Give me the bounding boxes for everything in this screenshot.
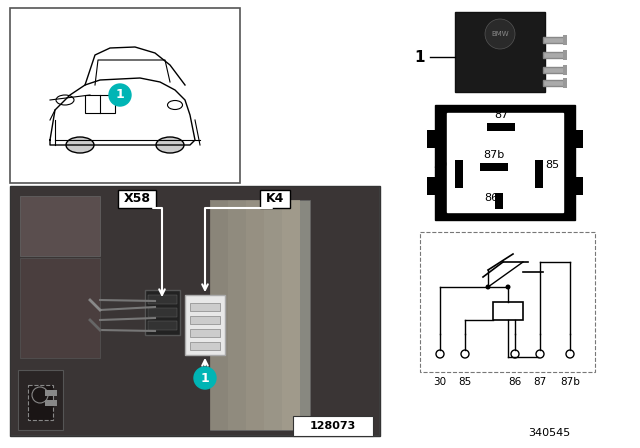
Circle shape: [485, 19, 515, 49]
Bar: [293, 416, 373, 436]
Bar: [480, 163, 508, 171]
Bar: [118, 190, 156, 208]
Text: 340545: 340545: [528, 428, 570, 438]
Bar: [543, 80, 565, 86]
Circle shape: [536, 350, 544, 358]
Ellipse shape: [168, 100, 182, 109]
Bar: [563, 50, 567, 60]
Bar: [282, 200, 300, 430]
Circle shape: [566, 350, 574, 358]
Bar: [190, 342, 220, 350]
Bar: [45, 390, 57, 396]
Bar: [190, 316, 220, 324]
Bar: [455, 12, 545, 92]
Bar: [145, 290, 180, 335]
Bar: [20, 258, 100, 358]
Text: 1: 1: [415, 49, 425, 65]
Text: 128073: 128073: [310, 421, 356, 431]
Bar: [148, 295, 177, 304]
Bar: [447, 113, 563, 212]
Text: 86: 86: [484, 193, 498, 203]
Bar: [543, 52, 565, 58]
Text: 30: 30: [433, 160, 447, 170]
Bar: [455, 160, 463, 188]
Bar: [45, 400, 57, 406]
Bar: [28, 385, 53, 420]
Bar: [190, 329, 220, 337]
Bar: [563, 78, 567, 88]
Bar: [427, 177, 437, 195]
Text: 86: 86: [508, 377, 522, 387]
Ellipse shape: [66, 137, 94, 153]
Text: X58: X58: [124, 193, 150, 206]
Text: 1: 1: [200, 371, 209, 384]
Circle shape: [194, 367, 216, 389]
Bar: [427, 130, 437, 148]
Bar: [493, 302, 523, 320]
Circle shape: [436, 350, 444, 358]
Bar: [563, 65, 567, 75]
Bar: [420, 232, 595, 372]
Text: 1: 1: [116, 89, 124, 102]
Bar: [264, 200, 282, 430]
Bar: [18, 370, 63, 430]
Text: 87: 87: [494, 110, 508, 120]
Text: 30: 30: [433, 377, 447, 387]
Bar: [573, 177, 583, 195]
Bar: [148, 308, 177, 317]
Text: 85: 85: [458, 377, 472, 387]
Bar: [495, 193, 503, 209]
Bar: [11, 187, 379, 435]
Circle shape: [461, 350, 469, 358]
Bar: [210, 200, 310, 430]
Ellipse shape: [56, 95, 74, 105]
Text: 87b: 87b: [560, 377, 580, 387]
Text: 87b: 87b: [483, 150, 504, 160]
Circle shape: [486, 284, 490, 289]
Circle shape: [506, 284, 511, 289]
Bar: [435, 105, 575, 220]
Circle shape: [32, 387, 48, 403]
Bar: [148, 321, 177, 330]
Text: 87: 87: [533, 377, 547, 387]
Bar: [260, 190, 290, 208]
Bar: [228, 200, 246, 430]
Text: K4: K4: [266, 193, 284, 206]
Ellipse shape: [156, 137, 184, 153]
Text: 85: 85: [545, 160, 559, 170]
Circle shape: [511, 350, 519, 358]
Bar: [246, 200, 264, 430]
Bar: [210, 200, 228, 430]
Bar: [190, 303, 220, 311]
Bar: [85, 95, 115, 113]
Bar: [10, 8, 240, 183]
Bar: [543, 37, 565, 43]
Bar: [573, 130, 583, 148]
Bar: [185, 295, 225, 355]
Text: BMW: BMW: [491, 31, 509, 37]
Bar: [10, 186, 380, 436]
Bar: [563, 35, 567, 45]
Bar: [543, 67, 565, 73]
Bar: [535, 160, 543, 188]
Circle shape: [109, 84, 131, 106]
Bar: [20, 196, 100, 256]
Bar: [487, 123, 515, 131]
